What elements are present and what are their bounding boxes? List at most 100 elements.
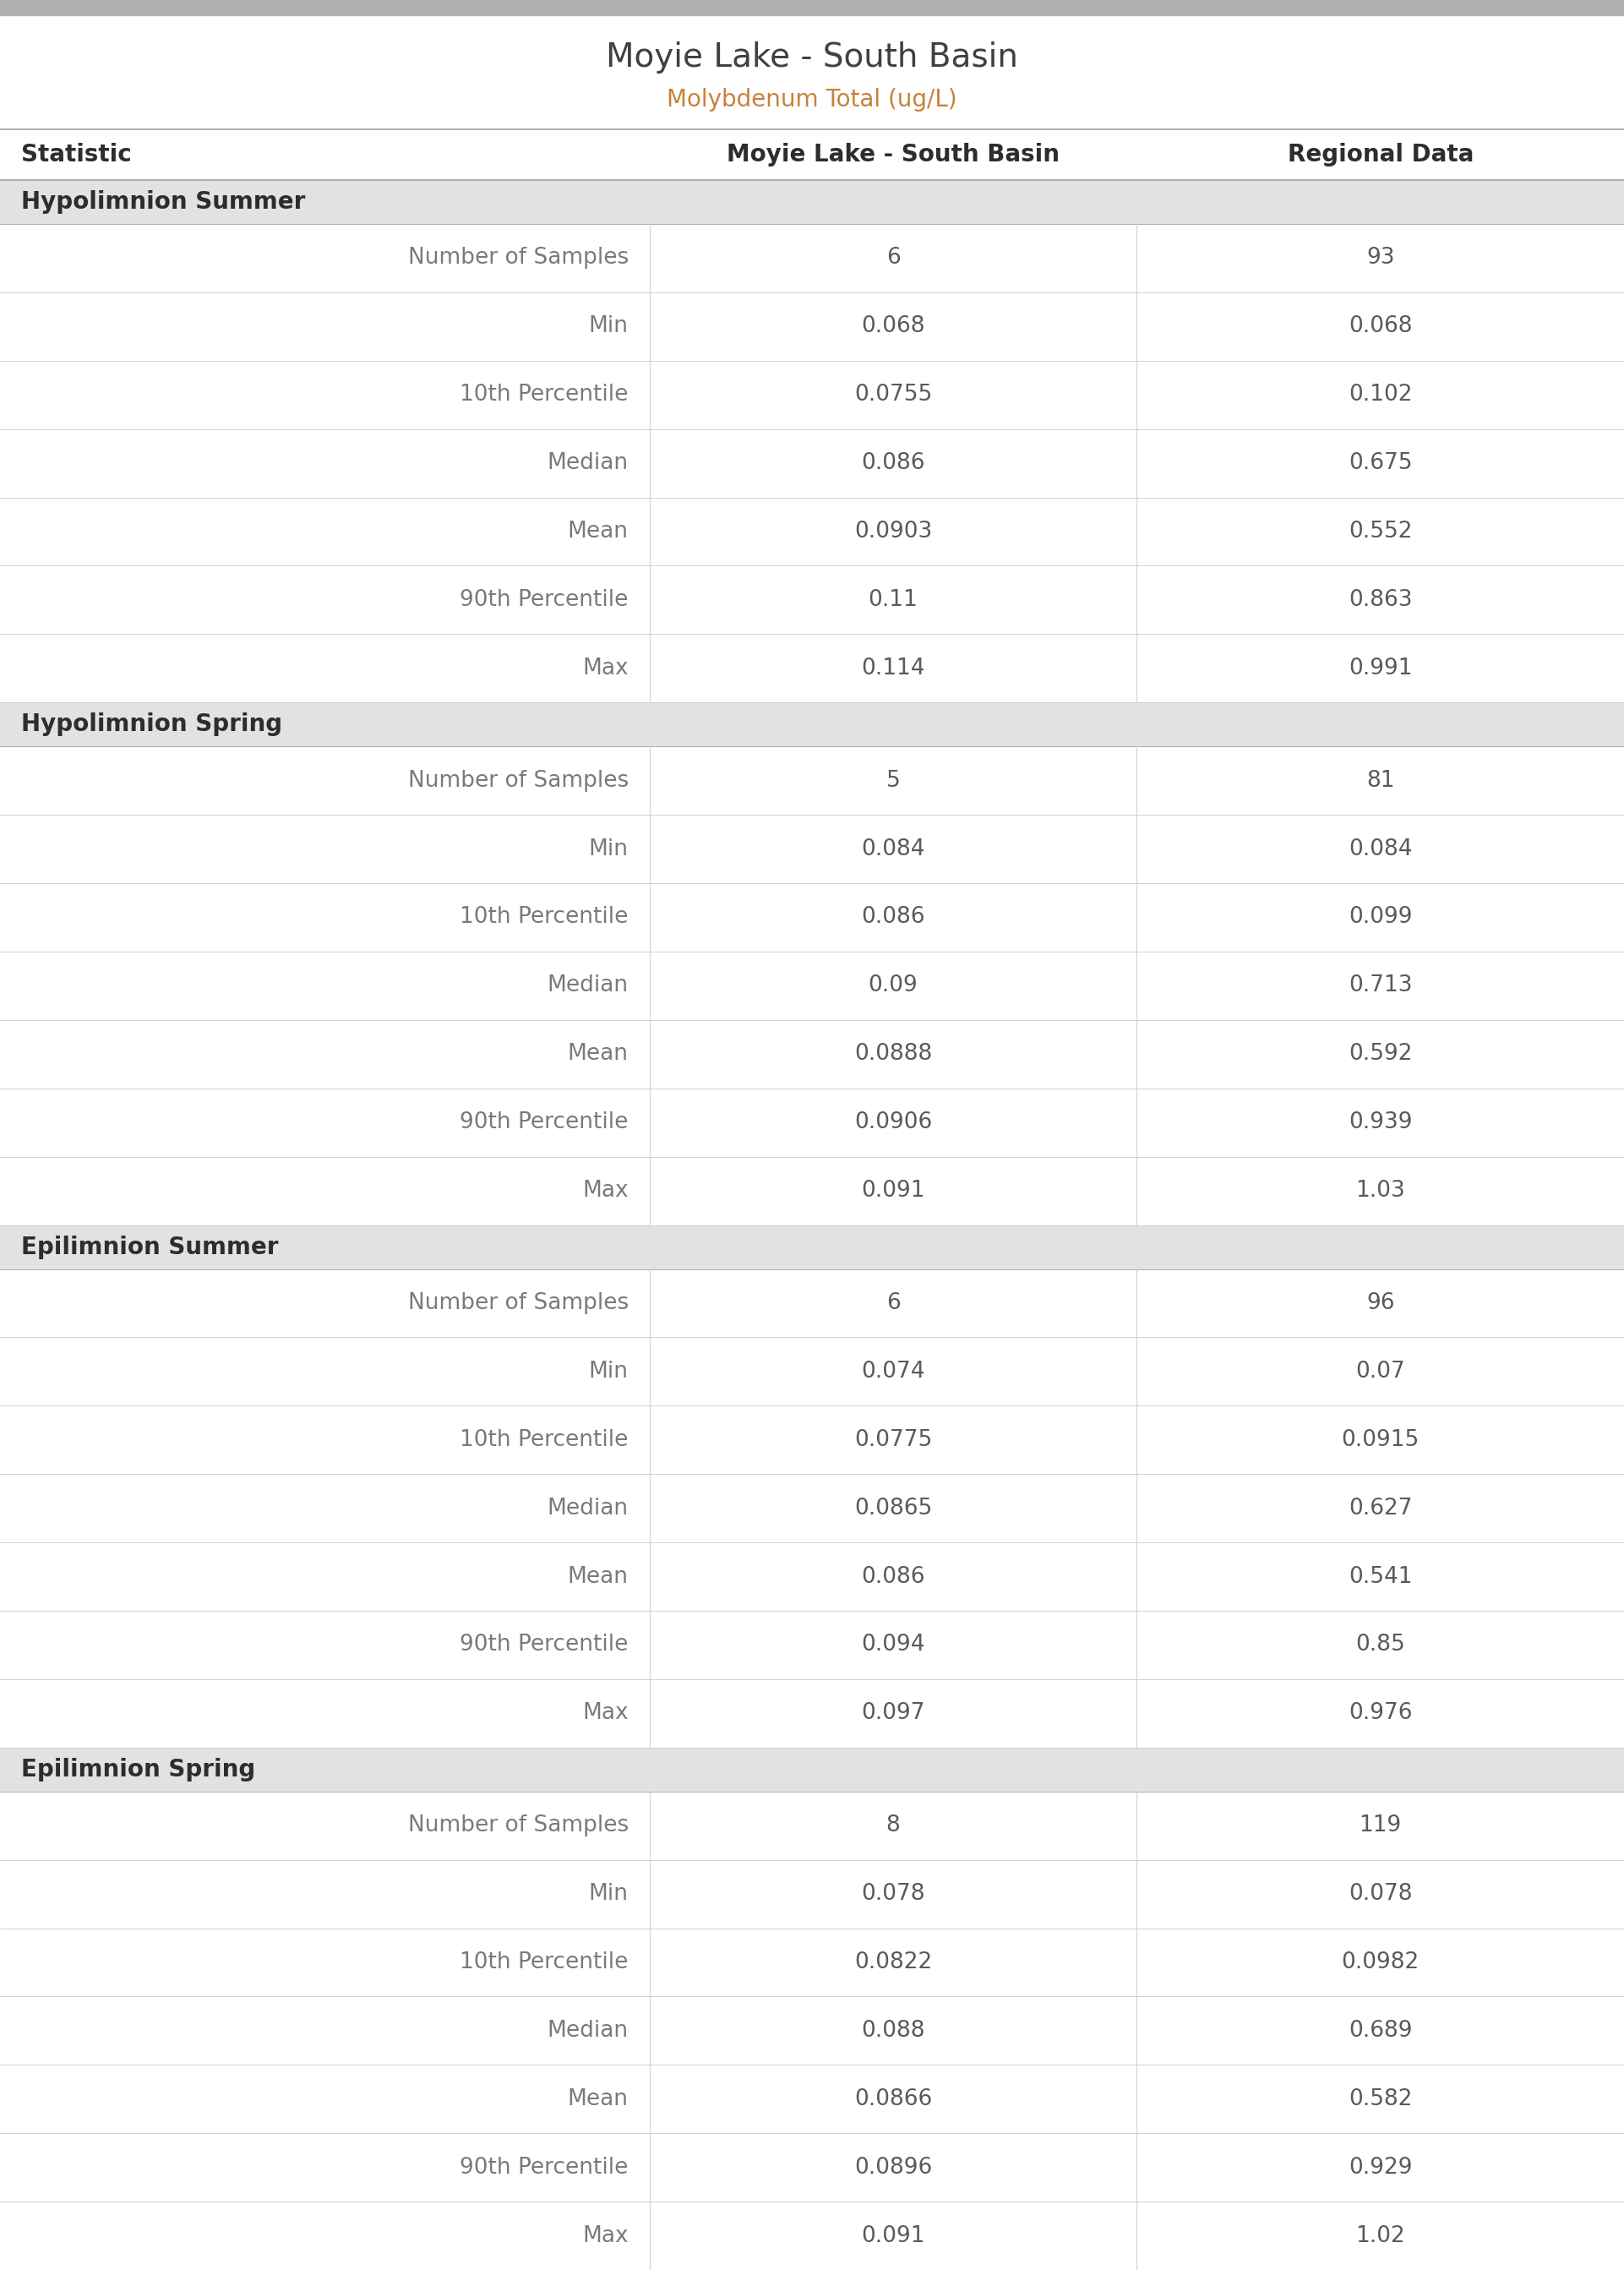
Text: 119: 119 bbox=[1359, 1814, 1402, 1836]
Text: Max: Max bbox=[583, 658, 628, 679]
Text: Median: Median bbox=[547, 1498, 628, 1519]
Text: 0.627: 0.627 bbox=[1348, 1498, 1413, 1519]
Text: Number of Samples: Number of Samples bbox=[408, 1814, 628, 1836]
Text: 0.582: 0.582 bbox=[1348, 2088, 1413, 2111]
Text: Epilimnion Summer: Epilimnion Summer bbox=[21, 1235, 278, 1260]
Bar bbox=[0, 1158, 1624, 1226]
Bar bbox=[0, 361, 1624, 429]
Text: 0.088: 0.088 bbox=[861, 2020, 926, 2041]
Text: 0.074: 0.074 bbox=[861, 1360, 926, 1382]
Text: 0.592: 0.592 bbox=[1348, 1044, 1413, 1065]
Text: 0.102: 0.102 bbox=[1348, 384, 1413, 406]
Bar bbox=[0, 16, 1624, 129]
Text: 0.0775: 0.0775 bbox=[854, 1428, 932, 1451]
Text: 0.084: 0.084 bbox=[861, 838, 926, 860]
Bar bbox=[0, 1473, 1624, 1541]
Text: 0.086: 0.086 bbox=[861, 1566, 926, 1587]
Bar bbox=[0, 2066, 1624, 2134]
Text: 0.097: 0.097 bbox=[861, 1702, 926, 1725]
Text: 0.09: 0.09 bbox=[869, 974, 918, 997]
Bar bbox=[0, 2202, 1624, 2270]
Text: Median: Median bbox=[547, 452, 628, 474]
Text: Mean: Mean bbox=[568, 2088, 628, 2111]
Text: 0.114: 0.114 bbox=[861, 658, 926, 679]
Text: Median: Median bbox=[547, 974, 628, 997]
Text: Number of Samples: Number of Samples bbox=[408, 247, 628, 270]
Text: 0.0896: 0.0896 bbox=[854, 2156, 932, 2179]
Text: 0.094: 0.094 bbox=[861, 1634, 926, 1655]
Text: Regional Data: Regional Data bbox=[1288, 143, 1473, 166]
Bar bbox=[0, 1680, 1624, 1748]
Bar bbox=[0, 1337, 1624, 1405]
Text: Max: Max bbox=[583, 1702, 628, 1725]
Text: 0.0906: 0.0906 bbox=[854, 1112, 932, 1133]
Bar bbox=[0, 1019, 1624, 1087]
Bar bbox=[0, 429, 1624, 497]
Text: 0.091: 0.091 bbox=[861, 1180, 926, 1201]
Text: 0.068: 0.068 bbox=[1348, 316, 1413, 338]
Text: 0.976: 0.976 bbox=[1348, 1702, 1413, 1725]
Text: Epilimnion Spring: Epilimnion Spring bbox=[21, 1757, 255, 1782]
Text: 90th Percentile: 90th Percentile bbox=[460, 588, 628, 611]
Text: Number of Samples: Number of Samples bbox=[408, 1292, 628, 1314]
Text: 0.099: 0.099 bbox=[1348, 906, 1413, 928]
Bar bbox=[0, 883, 1624, 951]
Text: 10th Percentile: 10th Percentile bbox=[460, 1952, 628, 1973]
Bar bbox=[0, 225, 1624, 293]
Text: 0.0822: 0.0822 bbox=[854, 1952, 932, 1973]
Bar bbox=[0, 497, 1624, 565]
Bar bbox=[0, 0, 1624, 16]
Text: Max: Max bbox=[583, 2225, 628, 2247]
Text: Min: Min bbox=[590, 1360, 628, 1382]
Bar bbox=[0, 565, 1624, 633]
Bar bbox=[0, 747, 1624, 815]
Text: 1.02: 1.02 bbox=[1356, 2225, 1405, 2247]
Text: 0.078: 0.078 bbox=[861, 1884, 926, 1905]
Text: 0.086: 0.086 bbox=[861, 452, 926, 474]
Text: 0.541: 0.541 bbox=[1348, 1566, 1413, 1587]
Text: Moyie Lake - South Basin: Moyie Lake - South Basin bbox=[606, 41, 1018, 73]
Text: 0.713: 0.713 bbox=[1348, 974, 1413, 997]
Text: 0.85: 0.85 bbox=[1356, 1634, 1405, 1655]
Text: 0.689: 0.689 bbox=[1348, 2020, 1413, 2041]
Text: 0.0755: 0.0755 bbox=[854, 384, 932, 406]
Text: 90th Percentile: 90th Percentile bbox=[460, 1112, 628, 1133]
Bar bbox=[0, 1791, 1624, 1859]
Text: Min: Min bbox=[590, 1884, 628, 1905]
Text: 0.675: 0.675 bbox=[1348, 452, 1413, 474]
Text: 0.091: 0.091 bbox=[861, 2225, 926, 2247]
Bar bbox=[0, 1748, 1624, 1791]
Text: Molybdenum Total (ug/L): Molybdenum Total (ug/L) bbox=[667, 89, 957, 111]
Text: Hypolimnion Spring: Hypolimnion Spring bbox=[21, 713, 283, 735]
Text: Min: Min bbox=[590, 316, 628, 338]
Text: Mean: Mean bbox=[568, 1044, 628, 1065]
Text: 0.0888: 0.0888 bbox=[854, 1044, 932, 1065]
Text: 0.068: 0.068 bbox=[861, 316, 926, 338]
Text: Mean: Mean bbox=[568, 520, 628, 543]
Bar bbox=[0, 2134, 1624, 2202]
Bar bbox=[0, 1269, 1624, 1337]
Bar bbox=[0, 1541, 1624, 1612]
Text: 0.084: 0.084 bbox=[1348, 838, 1413, 860]
Bar bbox=[0, 701, 1624, 747]
Bar bbox=[0, 1859, 1624, 1927]
Bar bbox=[0, 1612, 1624, 1680]
Text: 0.11: 0.11 bbox=[869, 588, 918, 611]
Text: 0.078: 0.078 bbox=[1348, 1884, 1413, 1905]
Text: 0.0915: 0.0915 bbox=[1341, 1428, 1419, 1451]
Bar bbox=[0, 1927, 1624, 1998]
Bar bbox=[0, 1087, 1624, 1158]
Text: Max: Max bbox=[583, 1180, 628, 1201]
Bar bbox=[0, 1998, 1624, 2066]
Text: 6: 6 bbox=[887, 247, 900, 270]
Text: Mean: Mean bbox=[568, 1566, 628, 1587]
Text: 96: 96 bbox=[1366, 1292, 1395, 1314]
Text: 0.863: 0.863 bbox=[1348, 588, 1413, 611]
Text: 10th Percentile: 10th Percentile bbox=[460, 906, 628, 928]
Text: Moyie Lake - South Basin: Moyie Lake - South Basin bbox=[728, 143, 1059, 166]
Bar bbox=[0, 815, 1624, 883]
Text: 0.07: 0.07 bbox=[1356, 1360, 1405, 1382]
Text: Median: Median bbox=[547, 2020, 628, 2041]
Text: Statistic: Statistic bbox=[21, 143, 132, 166]
Bar bbox=[0, 951, 1624, 1019]
